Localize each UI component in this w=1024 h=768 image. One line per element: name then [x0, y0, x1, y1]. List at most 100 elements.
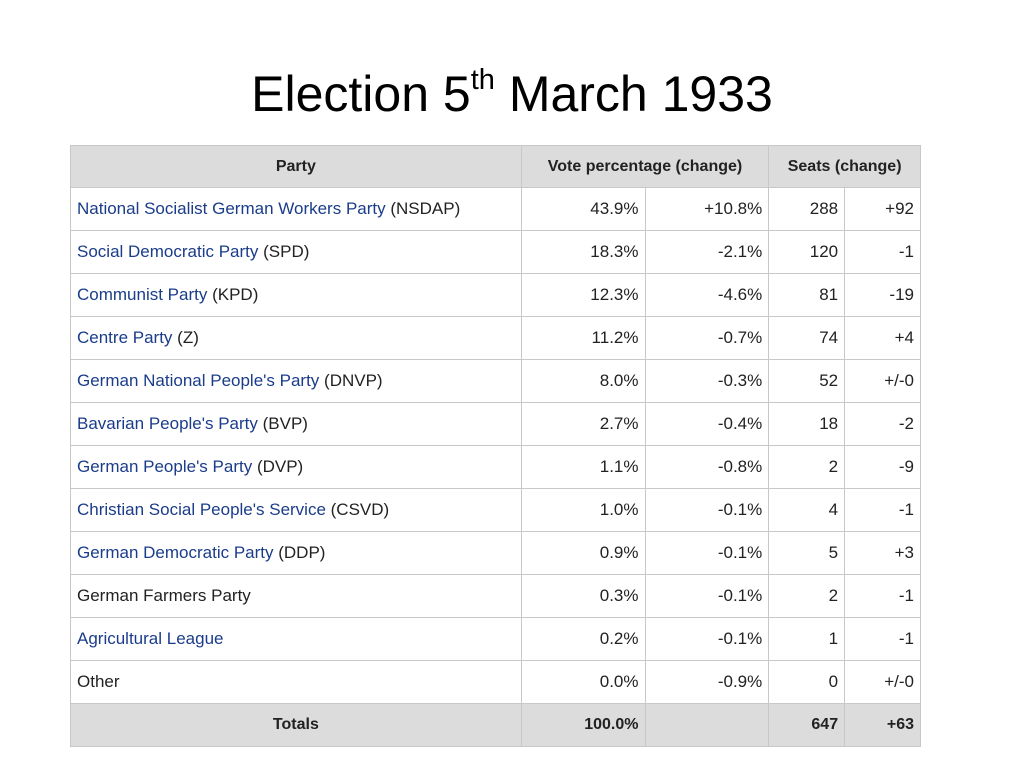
seats-cell: 74: [768, 316, 846, 360]
seats-change-cell: -1: [844, 617, 921, 661]
table-row: German People's Party (DVP) 1.1% -0.8% 2 -9: [70, 445, 921, 489]
table-row: Agricultural League 0.2% -0.1% 1 -1: [70, 617, 921, 661]
vote-change-cell: -0.9%: [644, 660, 770, 704]
vote-cell: 0.3%: [520, 574, 646, 618]
seats-cell: 5: [768, 531, 846, 575]
seats-change-cell: -2: [844, 402, 921, 446]
party-abbreviation: (CSVD): [325, 500, 390, 519]
table-body: National Socialist German Workers Party …: [70, 187, 921, 704]
party-cell: German People's Party (DVP): [70, 445, 522, 489]
party-cell: National Socialist German Workers Party …: [70, 187, 522, 231]
table-row: German National People's Party (DNVP) 8.0…: [70, 359, 921, 403]
party-abbreviation: (DDP): [273, 543, 326, 562]
vote-cell: 1.1%: [520, 445, 646, 489]
party-cell: Bavarian People's Party (BVP): [70, 402, 522, 446]
vote-cell: 8.0%: [520, 359, 646, 403]
vote-cell: 11.2%: [520, 316, 646, 360]
party-cell: Communist Party (KPD): [70, 273, 522, 317]
table-row: Centre Party (Z) 11.2% -0.7% 74 +4: [70, 316, 921, 360]
slide-title: Election 5th March 1933: [0, 62, 1024, 126]
party-cell: Agricultural League: [70, 617, 522, 661]
vote-cell: 0.9%: [520, 531, 646, 575]
seats-cell: 1: [768, 617, 846, 661]
party-abbreviation: (NSDAP): [385, 199, 461, 218]
vote-change-cell: -0.1%: [644, 488, 770, 532]
election-results-table: Party Vote percentage (change) Seats (ch…: [70, 145, 921, 747]
seats-cell: 2: [768, 574, 846, 618]
vote-change-cell: -0.3%: [644, 359, 770, 403]
party-link[interactable]: Communist Party: [77, 285, 208, 304]
vote-change-cell: +10.8%: [644, 187, 770, 231]
party-link[interactable]: German National People's Party: [77, 371, 320, 390]
vote-change-cell: -4.6%: [644, 273, 770, 317]
title-main: Election 5: [251, 66, 471, 122]
vote-change-cell: -2.1%: [644, 230, 770, 274]
seats-cell: 18: [768, 402, 846, 446]
table-row: German Farmers Party 0.3% -0.1% 2 -1: [70, 574, 921, 618]
party-link[interactable]: German Democratic Party: [77, 543, 274, 562]
vote-cell: 0.0%: [520, 660, 646, 704]
party-cell: Centre Party (Z): [70, 316, 522, 360]
totals-vote: 100.0%: [520, 703, 646, 747]
seats-cell: 288: [768, 187, 846, 231]
totals-vote-change: [644, 703, 770, 747]
party-name: Other: [77, 672, 120, 691]
vote-change-cell: -0.1%: [644, 617, 770, 661]
vote-cell: 43.9%: [520, 187, 646, 231]
seats-change-cell: +4: [844, 316, 921, 360]
table-row: National Socialist German Workers Party …: [70, 187, 921, 231]
party-cell: Other: [70, 660, 522, 704]
party-cell: German National People's Party (DNVP): [70, 359, 522, 403]
seats-change-cell: +92: [844, 187, 921, 231]
vote-cell: 12.3%: [520, 273, 646, 317]
party-name: German Farmers Party: [77, 586, 251, 605]
vote-change-cell: -0.1%: [644, 574, 770, 618]
party-abbreviation: (BVP): [257, 414, 308, 433]
seats-change-cell: +3: [844, 531, 921, 575]
totals-row: Totals 100.0% 647 +63: [70, 703, 921, 747]
seats-cell: 4: [768, 488, 846, 532]
vote-change-cell: -0.7%: [644, 316, 770, 360]
vote-cell: 2.7%: [520, 402, 646, 446]
party-abbreviation: (DNVP): [319, 371, 383, 390]
title-rest: March 1933: [494, 66, 773, 122]
seats-change-cell: -1: [844, 574, 921, 618]
party-link[interactable]: Centre Party: [77, 328, 173, 347]
vote-change-cell: -0.8%: [644, 445, 770, 489]
party-link[interactable]: Agricultural League: [77, 629, 224, 648]
header-party: Party: [70, 145, 522, 188]
title-superscript: th: [470, 64, 495, 97]
seats-change-cell: -9: [844, 445, 921, 489]
party-cell: German Democratic Party (DDP): [70, 531, 522, 575]
seats-change-cell: +/-0: [844, 660, 921, 704]
seats-cell: 0: [768, 660, 846, 704]
party-cell: Christian Social People's Service (CSVD): [70, 488, 522, 532]
table-row: German Democratic Party (DDP) 0.9% -0.1% 5 +…: [70, 531, 921, 575]
party-link[interactable]: National Socialist German Workers Party: [77, 199, 386, 218]
seats-cell: 2: [768, 445, 846, 489]
party-link[interactable]: Christian Social People's Service: [77, 500, 326, 519]
party-abbreviation: (SPD): [258, 242, 310, 261]
header-row: Party Vote percentage (change) Seats (ch…: [70, 145, 921, 188]
vote-cell: 18.3%: [520, 230, 646, 274]
party-abbreviation: (Z): [172, 328, 199, 347]
party-abbreviation: (KPD): [207, 285, 259, 304]
seats-change-cell: -19: [844, 273, 921, 317]
party-link[interactable]: Social Democratic Party: [77, 242, 259, 261]
table-row: Bavarian People's Party (BVP) 2.7% -0.4% 18…: [70, 402, 921, 446]
party-link[interactable]: German People's Party: [77, 457, 253, 476]
table-row: Other 0.0% -0.9% 0 +/-0: [70, 660, 921, 704]
seats-change-cell: +/-0: [844, 359, 921, 403]
table-row: Communist Party (KPD) 12.3% -4.6% 81 -19: [70, 273, 921, 317]
seats-cell: 52: [768, 359, 846, 403]
seats-change-cell: -1: [844, 488, 921, 532]
party-cell: Social Democratic Party (SPD): [70, 230, 522, 274]
vote-change-cell: -0.4%: [644, 402, 770, 446]
seats-cell: 120: [768, 230, 846, 274]
totals-seats: 647: [768, 703, 846, 747]
table-row: Christian Social People's Service (CSVD)…: [70, 488, 921, 532]
vote-cell: 1.0%: [520, 488, 646, 532]
party-link[interactable]: Bavarian People's Party: [77, 414, 258, 433]
seats-cell: 81: [768, 273, 846, 317]
